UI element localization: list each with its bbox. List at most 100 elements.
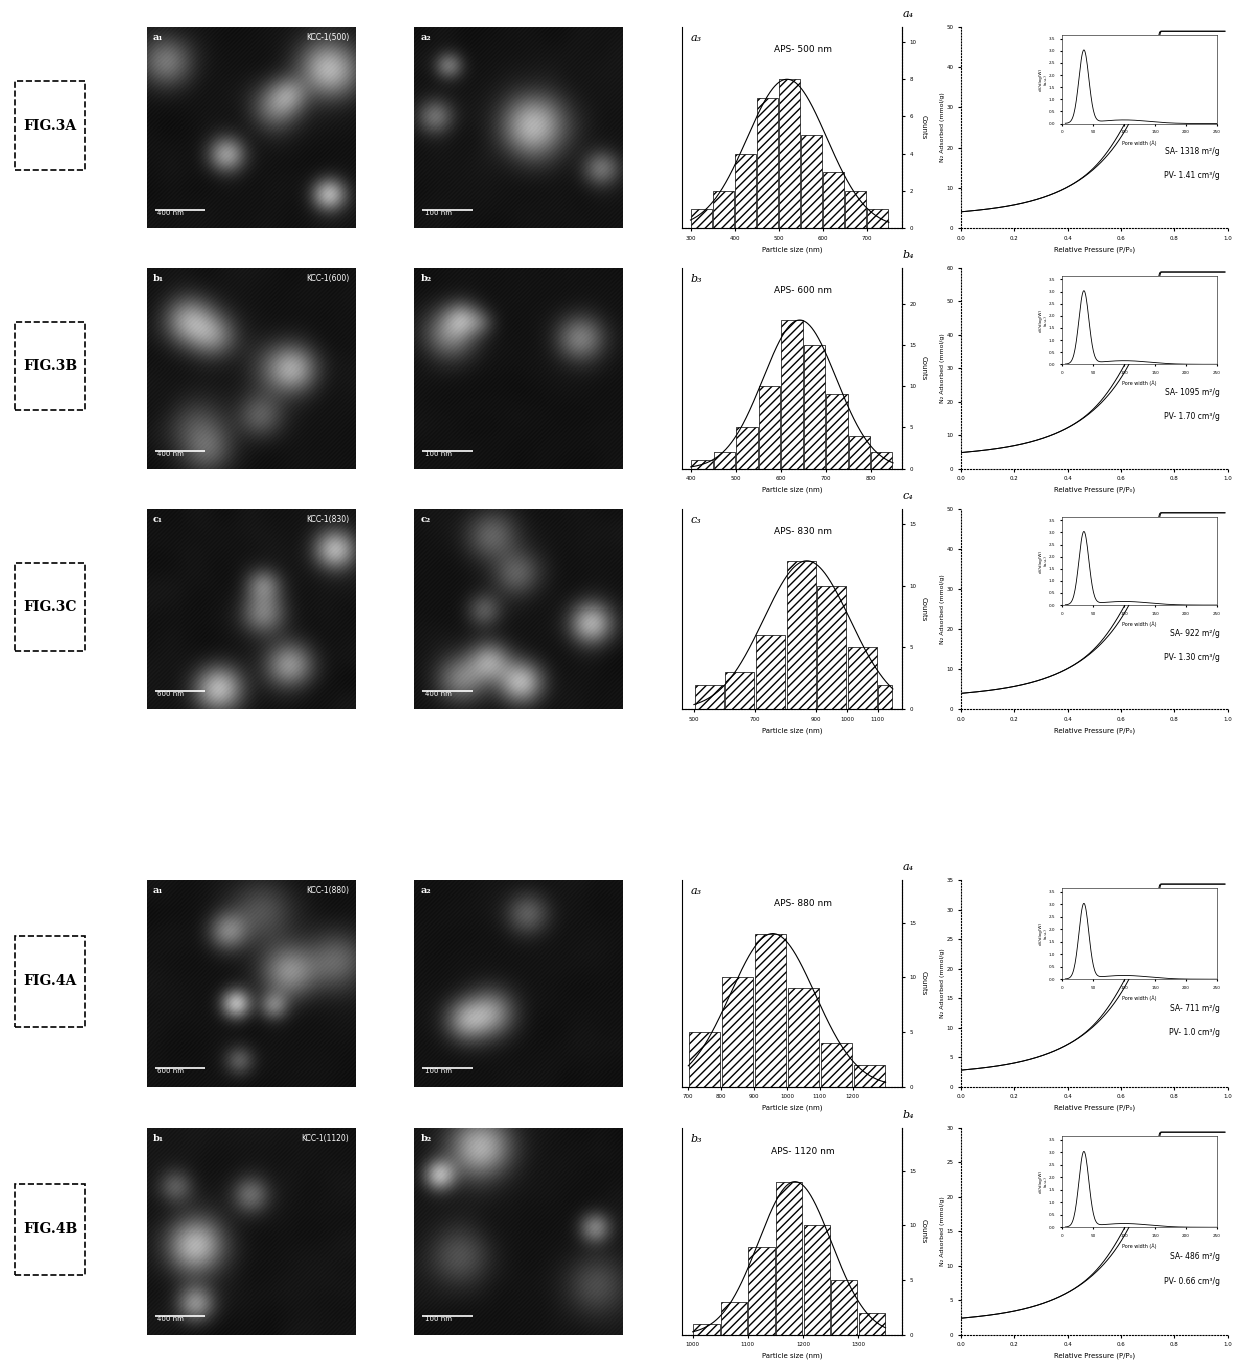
Text: KCC-1(1120): KCC-1(1120) [301, 1135, 350, 1143]
Bar [693, 1324, 719, 1335]
Bar [821, 1043, 852, 1087]
Text: KCC-1(830): KCC-1(830) [306, 515, 350, 524]
Bar [749, 1248, 775, 1335]
FancyBboxPatch shape [15, 936, 84, 1027]
Bar [720, 1302, 748, 1335]
Text: b₃: b₃ [691, 274, 702, 285]
Bar [858, 1313, 885, 1335]
Y-axis label: Counts: Counts [920, 355, 926, 380]
Text: PV- 1.0 cm³/g: PV- 1.0 cm³/g [1168, 1028, 1220, 1038]
Text: PV- 1.41 cm³/g: PV- 1.41 cm³/g [1164, 172, 1220, 180]
Text: 100 nm: 100 nm [424, 1068, 451, 1075]
Text: a₁: a₁ [153, 887, 164, 895]
FancyBboxPatch shape [15, 563, 84, 651]
Bar [691, 210, 712, 227]
Bar [779, 79, 800, 227]
Text: SA- 1318 m²/g: SA- 1318 m²/g [1164, 147, 1220, 157]
Bar [756, 635, 785, 710]
X-axis label: Particle size (nm): Particle size (nm) [761, 1352, 822, 1359]
Text: 600 nm: 600 nm [157, 1068, 184, 1075]
Text: a₃: a₃ [691, 887, 702, 896]
Text: b₃: b₃ [691, 1135, 702, 1144]
FancyBboxPatch shape [15, 1184, 84, 1275]
Text: 400 nm: 400 nm [157, 1316, 184, 1323]
Text: a₂: a₂ [420, 33, 432, 42]
Y-axis label: Counts: Counts [920, 1219, 926, 1244]
Bar [689, 1032, 720, 1087]
Bar [801, 135, 822, 227]
Bar [867, 210, 888, 227]
Text: FIG.4A: FIG.4A [24, 974, 77, 989]
Y-axis label: N₂ Adsorbed (mmol/g): N₂ Adsorbed (mmol/g) [940, 93, 945, 162]
Bar [722, 978, 753, 1087]
Y-axis label: Counts: Counts [920, 116, 926, 140]
Bar [823, 172, 844, 227]
Text: APS- 600 nm: APS- 600 nm [774, 286, 832, 296]
Bar [826, 395, 847, 469]
Text: SA- 922 m²/g: SA- 922 m²/g [1169, 629, 1220, 637]
Text: APS- 880 nm: APS- 880 nm [774, 899, 832, 907]
Y-axis label: N₂ Adsorbed (mmol/g): N₂ Adsorbed (mmol/g) [940, 575, 945, 644]
Text: KCC-1(500): KCC-1(500) [306, 33, 350, 42]
Bar [737, 428, 758, 469]
X-axis label: Relative Pressure (P/P₀): Relative Pressure (P/P₀) [1054, 1105, 1135, 1111]
Text: a₃: a₃ [691, 33, 702, 44]
Text: FIG.3C: FIG.3C [24, 601, 77, 614]
X-axis label: Relative Pressure (P/P₀): Relative Pressure (P/P₀) [1054, 1352, 1135, 1359]
Text: KCC-1(880): KCC-1(880) [306, 887, 350, 895]
Bar [714, 452, 735, 469]
Text: 400 nm: 400 nm [157, 210, 184, 215]
Bar [735, 154, 756, 227]
Bar [758, 98, 779, 227]
Y-axis label: N₂ Adsorbed (mmol/g): N₂ Adsorbed (mmol/g) [940, 1197, 945, 1267]
Bar [853, 1065, 885, 1087]
Bar [831, 1280, 857, 1335]
Bar [848, 647, 877, 710]
Bar [872, 452, 893, 469]
Bar [787, 989, 818, 1087]
Text: b₄: b₄ [903, 251, 914, 260]
Text: a₁: a₁ [153, 33, 164, 42]
Text: b₁: b₁ [153, 1135, 164, 1143]
Text: c₄: c₄ [903, 490, 913, 501]
Bar [691, 460, 713, 469]
Text: 600 nm: 600 nm [157, 692, 184, 697]
Text: KCC-1(600): KCC-1(600) [306, 274, 350, 283]
Text: b₂: b₂ [420, 274, 432, 283]
Bar [804, 1226, 830, 1335]
Text: c₃: c₃ [691, 515, 702, 524]
Text: PV- 1.70 cm³/g: PV- 1.70 cm³/g [1163, 411, 1220, 421]
Bar [786, 561, 816, 710]
X-axis label: Particle size (nm): Particle size (nm) [761, 1105, 822, 1111]
FancyBboxPatch shape [15, 323, 84, 410]
Text: SA- 486 m²/g: SA- 486 m²/g [1169, 1252, 1220, 1261]
Bar [694, 685, 724, 710]
Text: PV- 0.66 cm³/g: PV- 0.66 cm³/g [1163, 1276, 1220, 1286]
Text: 400 nm: 400 nm [424, 692, 451, 697]
Bar [725, 673, 754, 710]
Text: a₄: a₄ [903, 10, 914, 19]
X-axis label: Particle size (nm): Particle size (nm) [761, 727, 822, 734]
Text: c₂: c₂ [420, 515, 430, 524]
Y-axis label: Counts: Counts [920, 971, 926, 996]
Text: a₂: a₂ [420, 887, 432, 895]
Text: 400 nm: 400 nm [157, 451, 184, 456]
X-axis label: Relative Pressure (P/P₀): Relative Pressure (P/P₀) [1054, 727, 1135, 734]
Y-axis label: Counts: Counts [920, 597, 926, 621]
Bar [781, 320, 802, 469]
Text: b₁: b₁ [153, 274, 164, 283]
Bar [804, 345, 825, 469]
X-axis label: Relative Pressure (P/P₀): Relative Pressure (P/P₀) [1054, 486, 1135, 493]
Y-axis label: N₂ Adsorbed (mmol/g): N₂ Adsorbed (mmol/g) [940, 948, 945, 1019]
Text: APS- 1120 nm: APS- 1120 nm [771, 1147, 835, 1155]
FancyBboxPatch shape [15, 82, 84, 170]
Text: PV- 1.30 cm³/g: PV- 1.30 cm³/g [1163, 652, 1220, 662]
X-axis label: Particle size (nm): Particle size (nm) [761, 486, 822, 493]
Text: FIG.3A: FIG.3A [24, 118, 77, 132]
X-axis label: Relative Pressure (P/P₀): Relative Pressure (P/P₀) [1054, 247, 1135, 252]
Text: a₄: a₄ [903, 862, 914, 872]
Text: SA- 1095 m²/g: SA- 1095 m²/g [1164, 388, 1220, 396]
Y-axis label: N₂ Adsorbed (mmol/g): N₂ Adsorbed (mmol/g) [940, 334, 945, 403]
Text: FIG.3B: FIG.3B [24, 360, 77, 373]
Text: APS- 500 nm: APS- 500 nm [774, 45, 832, 54]
